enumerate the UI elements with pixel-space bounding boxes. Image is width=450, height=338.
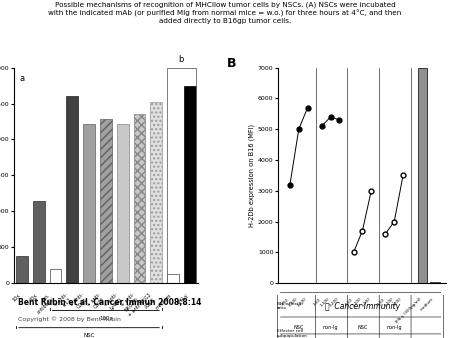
Text: + anti-
Ly49D: + anti- Ly49D [103, 292, 123, 312]
Text: Bent Rubin et al. Cancer Immun 2008;8:14: Bent Rubin et al. Cancer Immun 2008;8:14 [18, 297, 201, 306]
Text: 1:100: 1:100 [351, 297, 362, 308]
Text: IFN-γ (300pg/ml): IFN-γ (300pg/ml) [395, 297, 423, 324]
Bar [67, 96, 78, 283]
Text: NSC: NSC [83, 333, 95, 338]
Text: Ⓢ  Cancer Immunity: Ⓢ Cancer Immunity [324, 303, 400, 311]
Text: B16:effector
ratio: B16:effector ratio [277, 301, 304, 310]
Text: 1:200: 1:200 [297, 297, 308, 308]
Text: 100x: 100x [99, 316, 113, 321]
Text: 1:100: 1:100 [383, 297, 394, 308]
Text: 1:200: 1:200 [392, 297, 403, 308]
Bar [430, 282, 440, 283]
Y-axis label: H-2Db expression on B16 (MFI): H-2Db expression on B16 (MFI) [248, 124, 255, 227]
Bar [184, 86, 196, 283]
Bar [83, 124, 95, 283]
Text: 1:200: 1:200 [328, 297, 339, 308]
Text: + anti-
CD21: + anti- CD21 [69, 292, 89, 312]
Text: IFN-γ: IFN-γ [177, 292, 190, 305]
Text: NSC: NSC [357, 325, 368, 330]
Text: Effector cell
subpopulation: Effector cell subpopulation [277, 329, 307, 338]
Text: 10x: 10x [12, 292, 22, 303]
Bar [33, 200, 45, 283]
Bar [117, 124, 129, 283]
Text: + anti-
IL12: + anti- IL12 [53, 292, 72, 312]
Text: + anti-
CD70: + anti- CD70 [86, 292, 106, 312]
Bar [100, 119, 112, 283]
Text: 1:200: 1:200 [360, 297, 371, 308]
Text: medium: medium [155, 292, 173, 310]
Bar [167, 274, 179, 283]
Text: B: B [227, 57, 237, 70]
Text: Copyright © 2008 by Bent Rubin: Copyright © 2008 by Bent Rubin [18, 317, 121, 322]
Text: NSC: NSC [294, 325, 304, 330]
Text: non-Ig: non-Ig [323, 325, 338, 330]
Text: 30x: 30x [29, 292, 39, 303]
Text: non-Ig: non-Ig [387, 325, 402, 330]
Bar [16, 256, 28, 283]
Text: 1:50: 1:50 [281, 297, 290, 306]
Text: 1:50: 1:50 [312, 297, 322, 306]
Bar [150, 102, 162, 283]
Bar [134, 114, 145, 283]
Bar [50, 269, 61, 283]
Text: w.o.
antibody: w.o. antibody [32, 292, 55, 315]
Text: + anti-NKG2
A,B,E: + anti-NKG2 A,B,E [127, 292, 156, 322]
Text: 1:100: 1:100 [288, 297, 299, 308]
Bar [418, 68, 428, 283]
Text: a: a [19, 74, 24, 83]
Text: 1:50: 1:50 [376, 297, 385, 306]
Text: + anti-
NKG2D: + anti- NKG2D [119, 292, 140, 313]
Text: 1:50: 1:50 [344, 297, 354, 306]
Text: Possible mechanisms of recognition of MHCIlow tumor cells by NSCs. (A) NSCs were: Possible mechanisms of recognition of MH… [49, 2, 401, 24]
Text: b: b [179, 55, 184, 64]
Text: medium: medium [420, 297, 435, 312]
Text: 1:100: 1:100 [320, 297, 331, 308]
